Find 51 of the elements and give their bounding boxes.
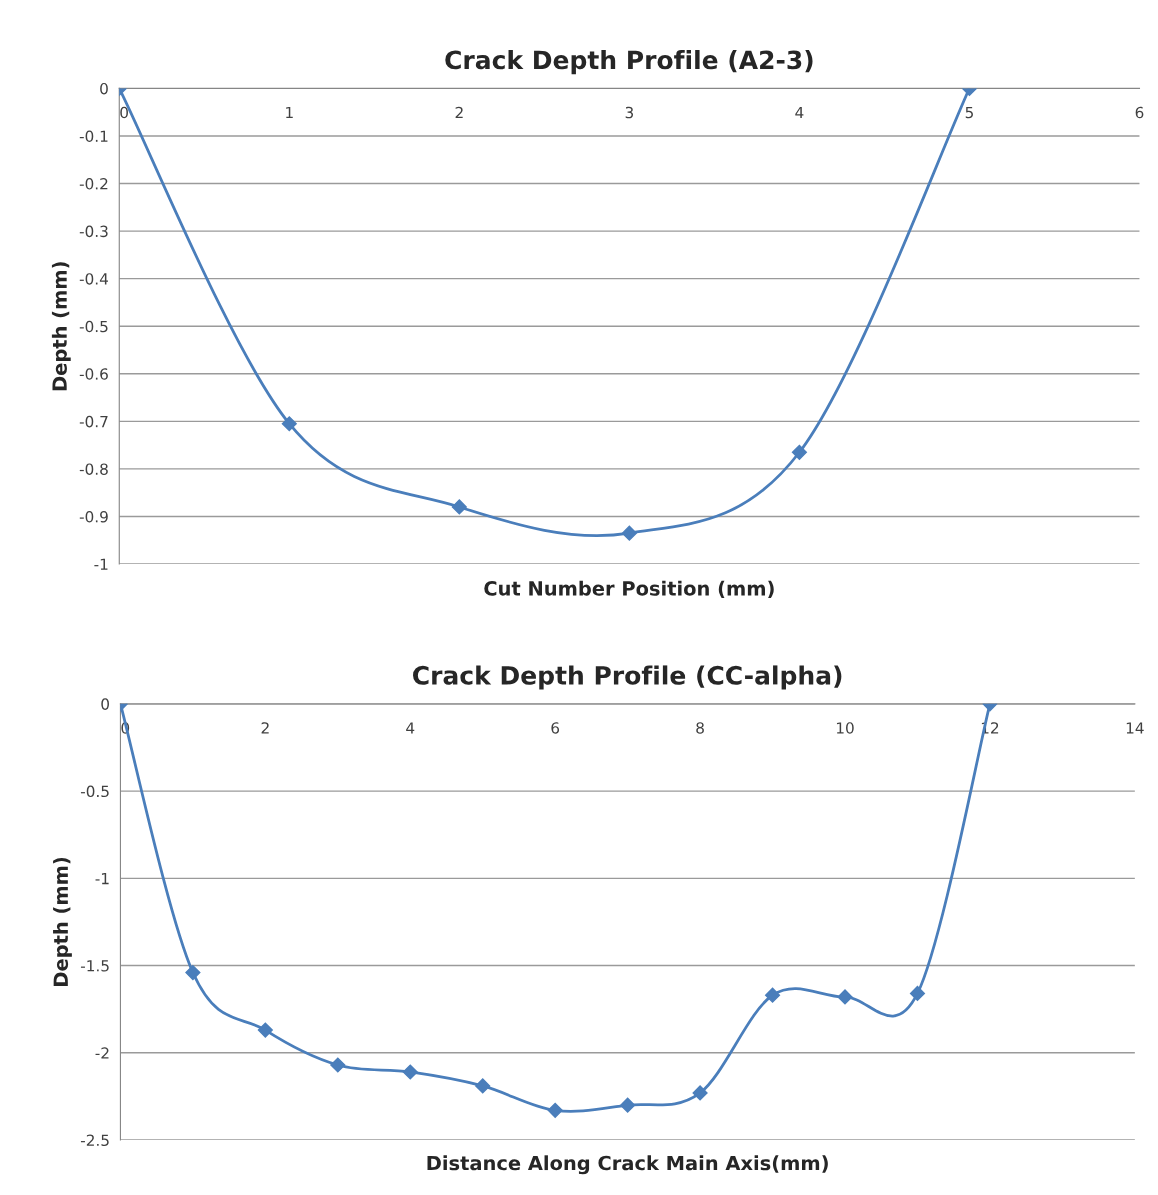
- y-tick-label: 0: [100, 82, 108, 95]
- y-tick-label: -0.3: [79, 225, 108, 238]
- point: [764, 987, 781, 1003]
- y-tick-label: -0.4: [79, 273, 108, 285]
- point: [547, 1102, 563, 1118]
- y-tick-label: -0.9: [79, 510, 108, 523]
- y-tick-label: -0.1: [79, 130, 108, 143]
- y-tick-label: 0: [101, 698, 109, 710]
- x-tick-label: 4: [406, 722, 415, 734]
- point: [451, 499, 467, 515]
- y-tick-label: -1: [94, 558, 108, 570]
- y-tick-label: -2: [95, 1047, 109, 1059]
- point: [909, 985, 926, 1002]
- point: [257, 1022, 273, 1038]
- point: [692, 1085, 708, 1101]
- x-tick-label: 5: [965, 106, 973, 119]
- x-tick-label: 6: [1135, 106, 1144, 119]
- y-tick-label: -1: [95, 872, 109, 885]
- y-tick-label: -0.8: [79, 463, 108, 475]
- point: [281, 416, 297, 432]
- y-tick-label: -0.7: [79, 415, 108, 428]
- y-tick-label: -2.5: [80, 1134, 109, 1147]
- y-tick-label: -0.5: [80, 785, 109, 798]
- x-tick-label: 10: [836, 722, 854, 734]
- x-axis-title: Distance Along Crack Main Axis(mm): [427, 1155, 828, 1175]
- x-tick-label: 6: [551, 722, 560, 734]
- y-tick-label: -0.5: [79, 320, 108, 333]
- x-tick-label: 4: [795, 106, 804, 119]
- x-tick-label: 2: [455, 106, 463, 119]
- x-tick-label: 1: [286, 106, 293, 119]
- x-tick-label: 3: [625, 106, 634, 119]
- point: [621, 525, 637, 541]
- point: [837, 989, 853, 1005]
- chart-title: Crack Depth Profile (A2-3): [445, 49, 813, 75]
- x-tick-label: 2: [261, 722, 269, 734]
- x-axis-title: Cut Number Position (mm): [484, 580, 774, 599]
- point: [330, 1057, 346, 1073]
- point: [791, 444, 807, 460]
- y-tick-label: -1.5: [80, 960, 109, 972]
- y-tick-label: -0.6: [79, 368, 108, 380]
- y-axis-title: Depth (mm): [51, 262, 71, 391]
- y-axis-title: Depth (mm): [53, 857, 72, 986]
- point: [402, 1064, 418, 1080]
- point: [620, 1097, 636, 1113]
- point: [185, 964, 201, 981]
- x-tick-label: 14: [1126, 722, 1144, 734]
- x-tick-label: 0: [120, 106, 128, 119]
- point: [475, 1078, 491, 1094]
- chart-title: Crack Depth Profile (CC-alpha): [413, 665, 842, 690]
- x-tick-label: 8: [696, 722, 704, 734]
- y-tick-label: -0.2: [79, 178, 108, 190]
